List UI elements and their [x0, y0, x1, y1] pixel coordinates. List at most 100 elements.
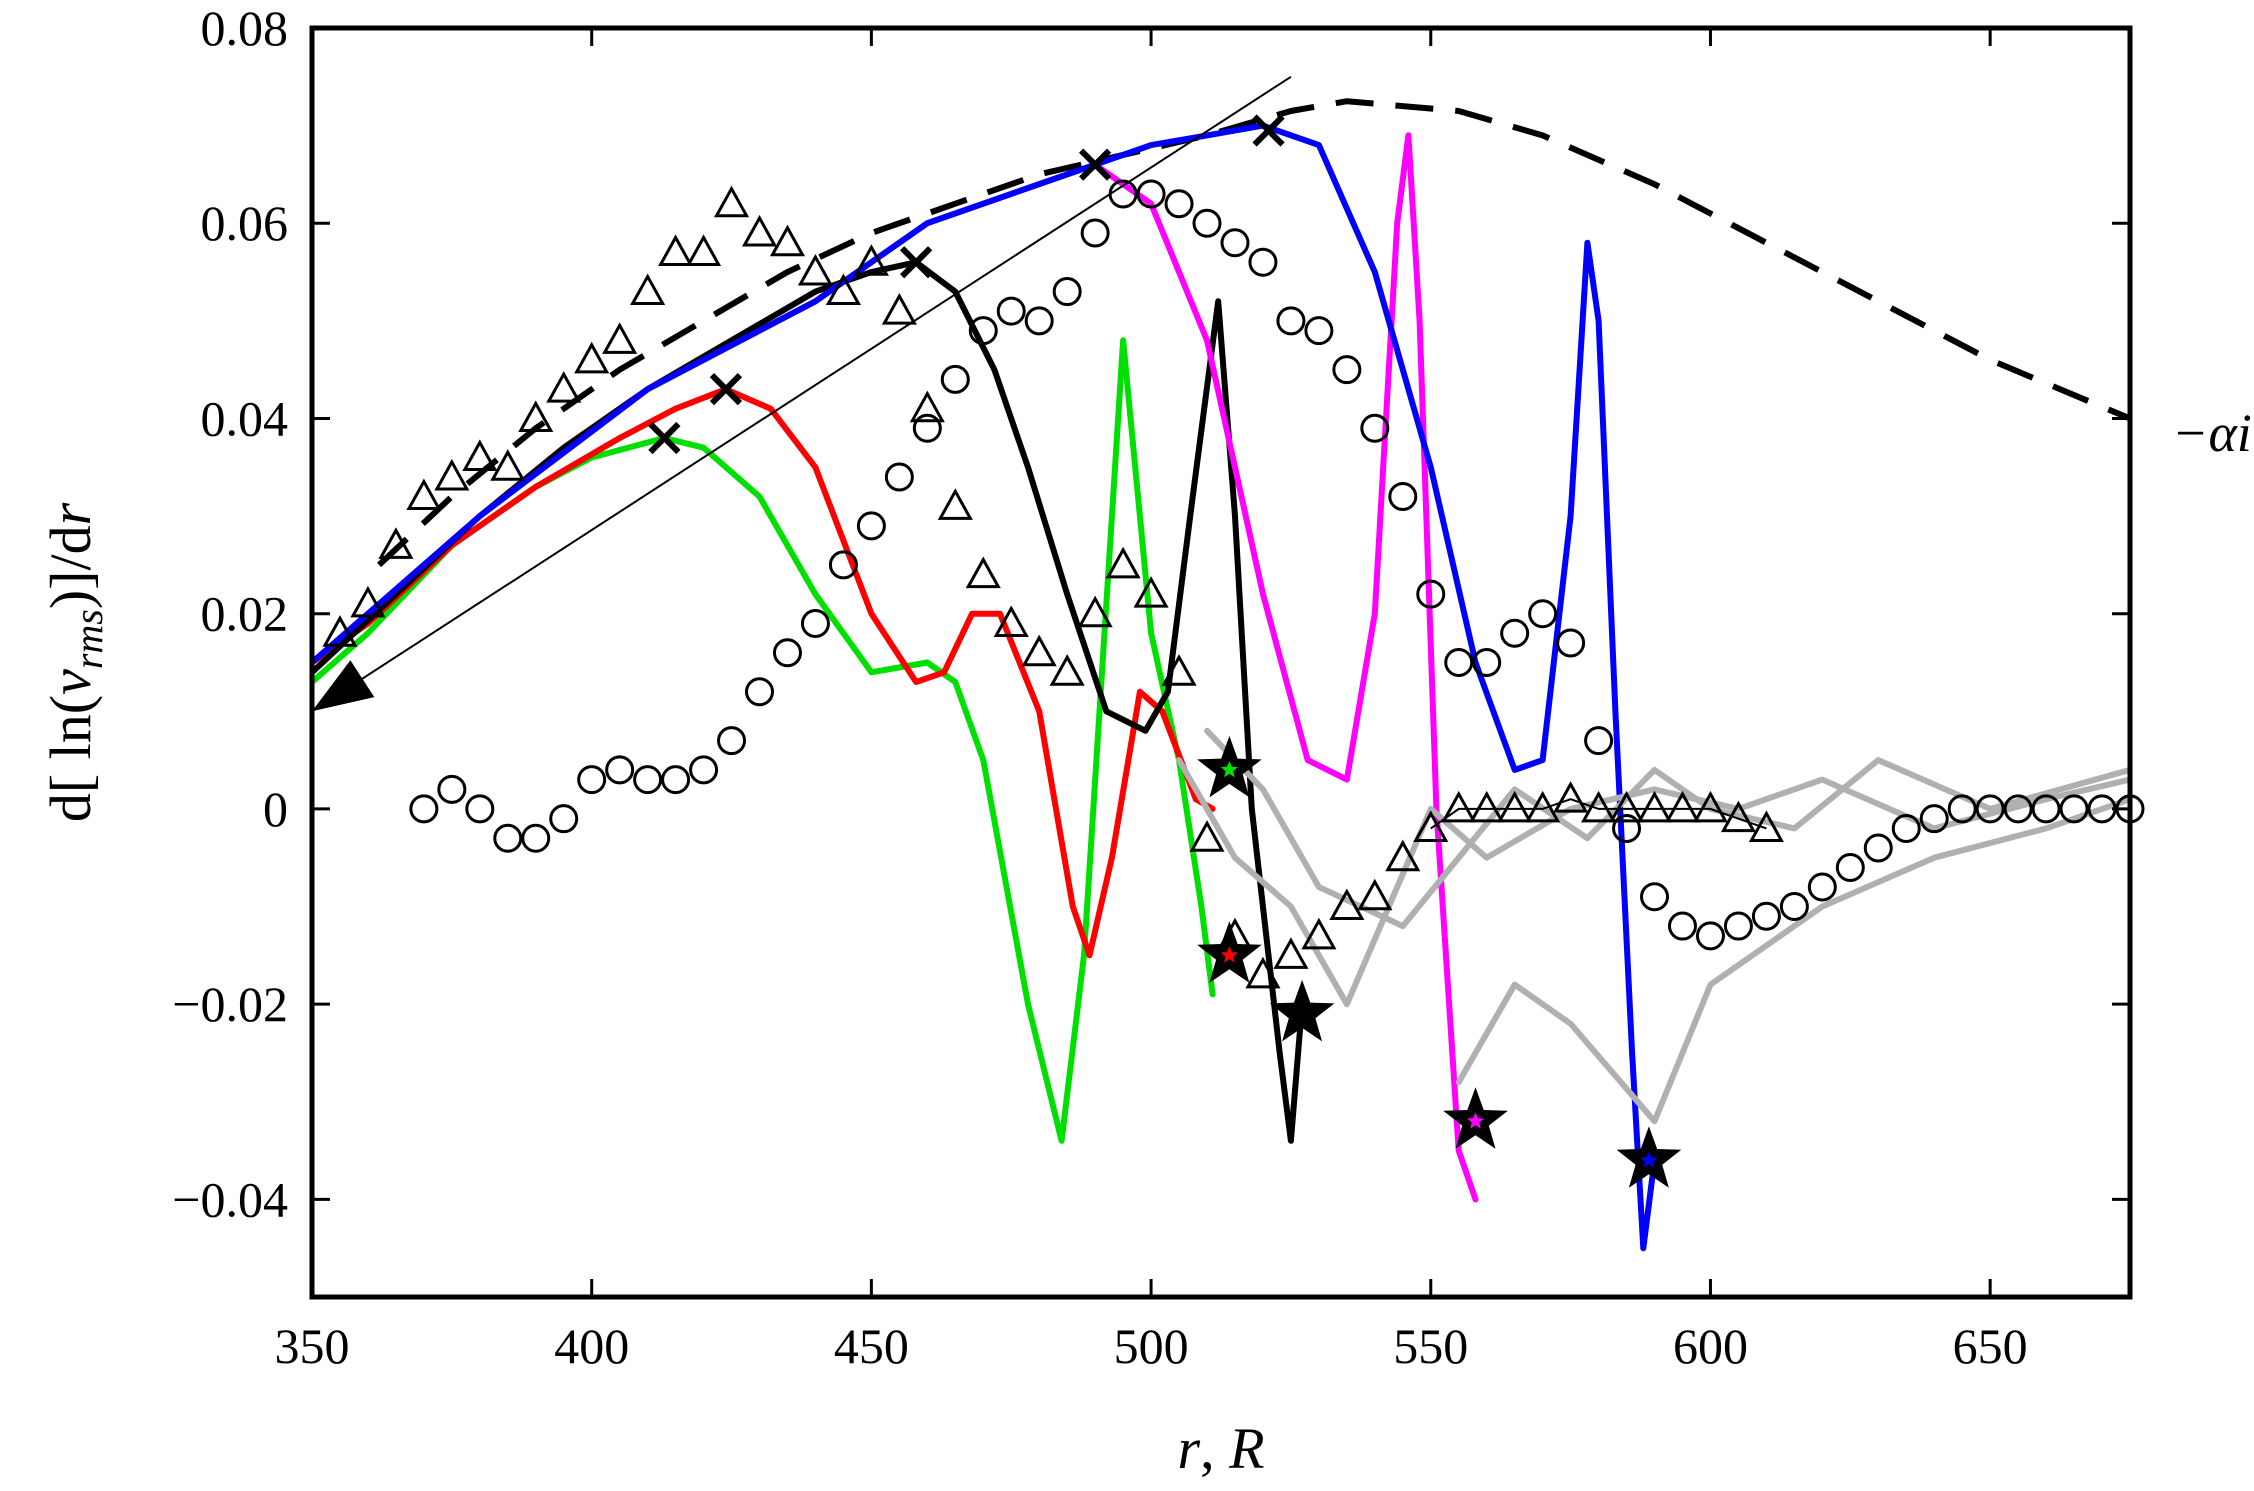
circle-marker	[1779, 892, 1809, 922]
x-tick-label: 650	[1953, 1318, 2028, 1374]
x-label-r: r	[1177, 1416, 1200, 1481]
circle-marker	[493, 823, 523, 853]
triangle-marker	[1329, 888, 1365, 921]
circle-marker	[828, 550, 858, 580]
x-tick-label: 550	[1393, 1318, 1468, 1374]
x-label-sep: ,	[1200, 1416, 1229, 1481]
triangle-marker	[1301, 917, 1337, 950]
circle-marker	[745, 677, 775, 707]
cross-stroke	[709, 373, 743, 406]
circle-marker	[1388, 482, 1418, 512]
series-line-2	[312, 386, 1216, 959]
star-marker	[1443, 1087, 1508, 1149]
circle-marker	[1108, 179, 1138, 209]
cross-marker	[1252, 114, 1285, 147]
star-inner	[1640, 1151, 1658, 1168]
circle-marker	[1416, 579, 1446, 609]
circle-marker	[465, 794, 495, 824]
plot-frame	[309, 25, 2133, 1300]
circle-marker	[884, 462, 914, 492]
triangle-marker	[1021, 634, 1057, 667]
series-line-5	[312, 122, 1658, 1252]
circle-marker	[1220, 228, 1250, 258]
circle-marker	[1947, 794, 1977, 824]
triangle-marker	[1525, 790, 1561, 823]
triangle-marker	[741, 214, 778, 247]
y-label-part: rms	[66, 609, 111, 669]
cross-marker	[648, 421, 681, 455]
series-line-8	[1455, 796, 2130, 1125]
triangle-marker	[1553, 781, 1589, 813]
circle-marker	[1024, 306, 1054, 336]
x-axis-label: r, R	[1177, 1416, 1264, 1481]
cross-marker	[709, 373, 743, 406]
triangle-marker	[1581, 790, 1617, 823]
y-tick-label: 0.02	[201, 586, 289, 642]
circle-marker	[549, 804, 579, 834]
triangle-marker	[406, 478, 442, 511]
triangle-marker	[1664, 790, 1701, 823]
circle-marker	[633, 765, 663, 795]
circle-marker	[1052, 277, 1082, 307]
cross-marker	[1079, 148, 1112, 181]
circle-marker	[1891, 813, 1921, 843]
circle-marker	[605, 755, 635, 785]
star-marker	[1197, 921, 1262, 983]
circle-marker	[1667, 911, 1697, 941]
circle-marker	[1276, 306, 1306, 336]
circle-marker	[661, 765, 691, 795]
circle-marker	[409, 794, 439, 824]
triangle-marker	[1636, 790, 1673, 823]
triangle-marker	[546, 371, 582, 403]
triangle-marker	[1133, 576, 1169, 608]
y-tick-label: 0	[263, 781, 288, 837]
y-axis-label: d[ ln(vrms)]/dr	[38, 502, 111, 822]
circle-marker	[1919, 804, 1949, 834]
triangle-marker	[965, 556, 1001, 589]
triangle-marker	[993, 605, 1029, 637]
triangle-marker	[1105, 546, 1141, 579]
circle-marker	[996, 296, 1026, 326]
circle-marker	[2059, 794, 2089, 824]
arrow-line	[311, 75, 1292, 713]
circle-marker	[912, 413, 942, 443]
cross-stroke	[648, 421, 681, 455]
circle-marker	[1080, 218, 1110, 248]
circle-marker	[577, 765, 607, 795]
triangle-marker	[574, 341, 610, 374]
circle-marker	[1835, 852, 1865, 882]
triangle-marker	[1049, 654, 1085, 686]
triangle-marker	[378, 527, 414, 559]
triangle-marker	[713, 185, 750, 218]
circle-marker	[437, 774, 467, 804]
circle-marker	[1863, 833, 1893, 863]
star-inner	[1467, 1112, 1485, 1129]
triangle-marker	[490, 449, 526, 481]
triangle-marker	[1357, 878, 1393, 911]
x-tick-label: 500	[1114, 1318, 1189, 1374]
triangle-marker	[658, 234, 694, 267]
cross-stroke	[900, 246, 933, 279]
star-marker	[1616, 1126, 1682, 1188]
series-line-0	[377, 98, 2130, 568]
triangle-marker	[1077, 595, 1113, 628]
cross-stroke	[1079, 148, 1112, 181]
cross-stroke	[1252, 114, 1285, 147]
triangle-marker	[937, 488, 973, 520]
triangle-marker	[434, 458, 470, 491]
series-line-7	[1204, 727, 2130, 930]
triangle-marker	[769, 224, 806, 257]
triangle-marker	[350, 585, 386, 618]
star-marker	[1197, 735, 1262, 798]
markers	[322, 114, 2145, 1188]
circle-marker	[1640, 882, 1670, 912]
x-tick-label: 400	[554, 1318, 629, 1374]
triangle-marker	[1692, 790, 1729, 823]
star-marker	[1269, 979, 1335, 1042]
x-tick-label: 450	[834, 1318, 909, 1374]
alpha-i-label: −αi	[2172, 403, 2252, 463]
circle-marker	[1751, 901, 1781, 931]
triangle-marker	[1497, 790, 1533, 823]
circle-marker	[1528, 599, 1558, 629]
